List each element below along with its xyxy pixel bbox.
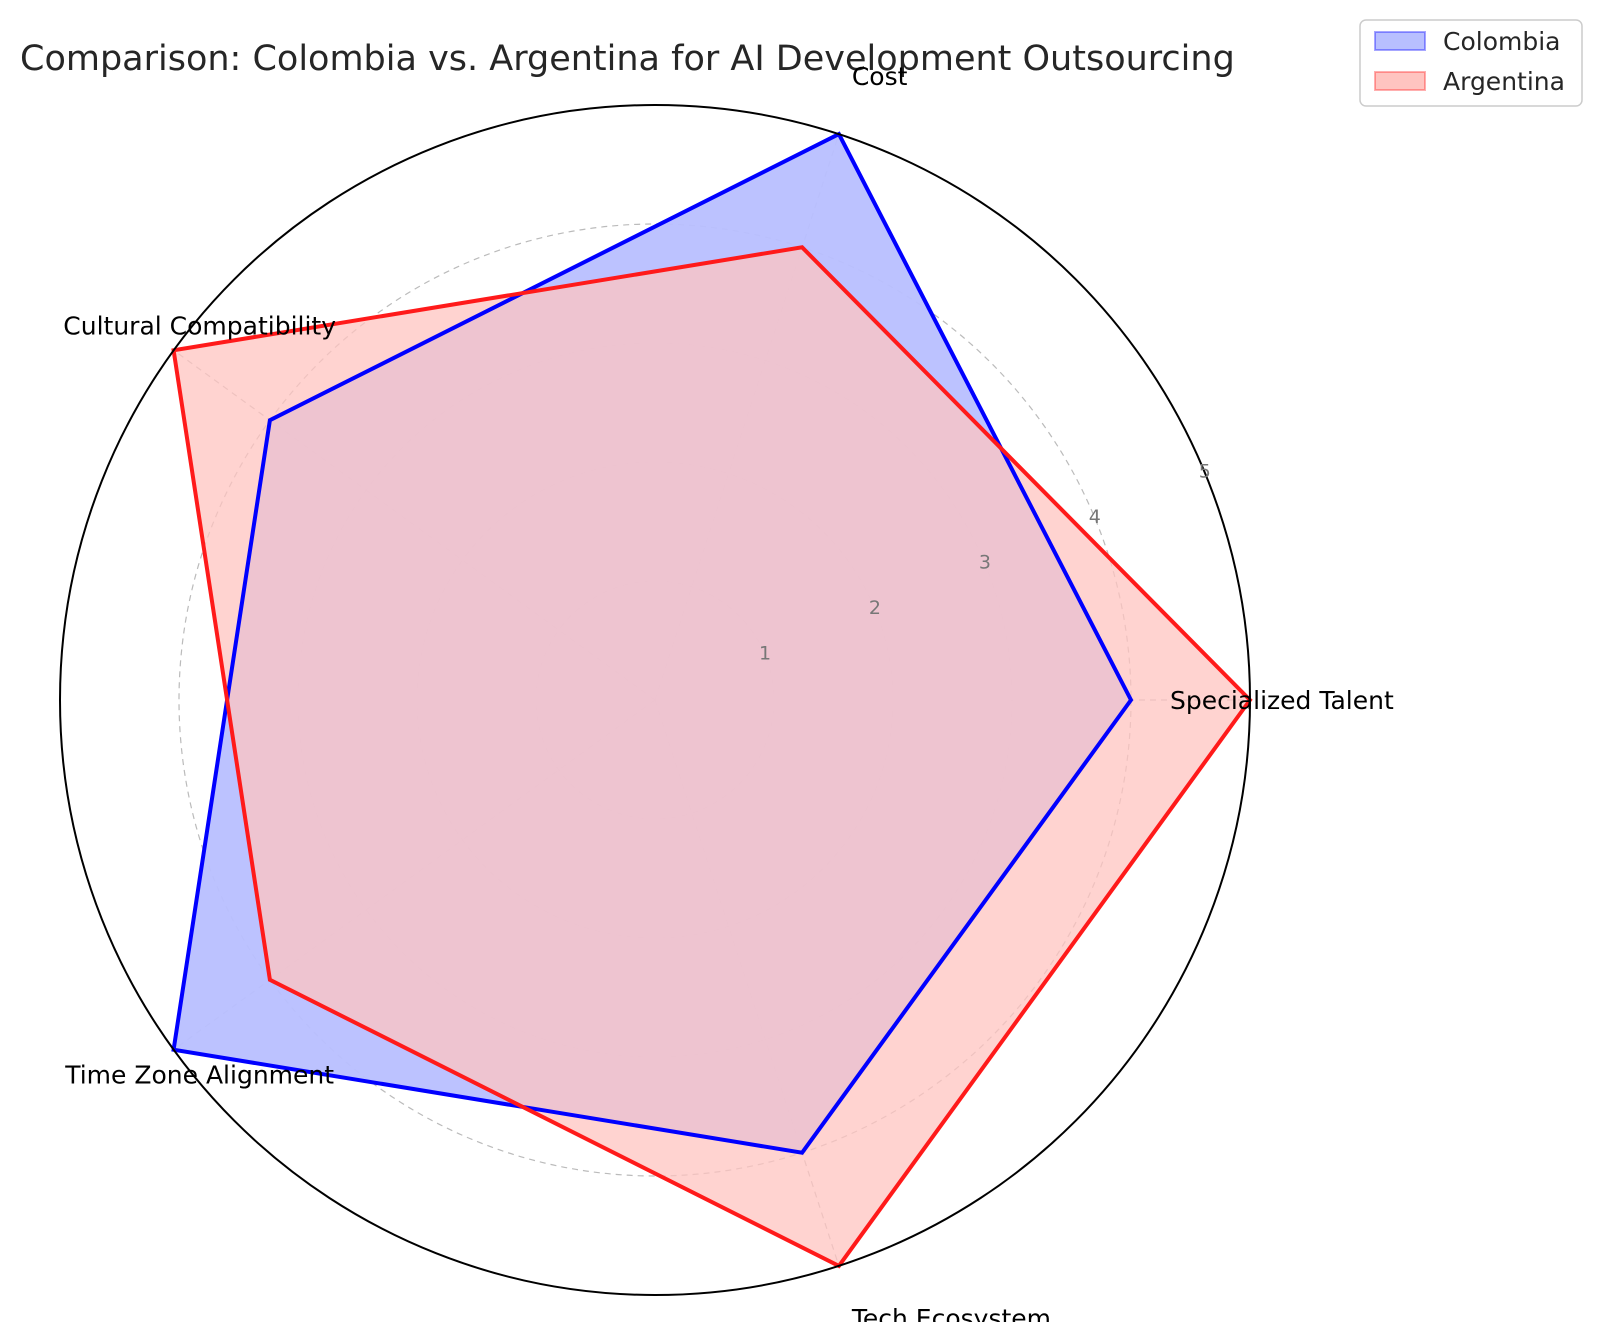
tick-label-2: 2 [869,597,881,619]
category-label-specialized-talent: Specialized Talent [1170,686,1394,715]
category-label-cost: Cost [852,62,908,91]
legend-label-argentina: Argentina [1443,67,1565,96]
series-area-argentina [173,247,1251,1266]
legend-swatch-argentina [1374,71,1426,91]
series-line-argentina [171,245,1253,1269]
category-label-time-zone-alignment: Time Zone Alignment [64,1060,334,1089]
chart-title: Comparison: Colombia vs. Argentina for A… [20,39,1235,79]
radial-tick-labels: 1 2 3 4 5 [759,460,1211,664]
category-labels: Specialized Talent Cost Cultural Compatibi… [63,62,1394,1322]
tick-label-4: 4 [1089,506,1101,528]
legend: Colombia Argentina [1359,19,1583,107]
tick-label-5: 5 [1199,460,1211,482]
tick-label-3: 3 [979,551,991,573]
tick-label-1: 1 [759,642,771,664]
series-polygons [171,131,1253,1269]
legend-swatch-colombia [1374,31,1426,51]
outer-ring [59,104,1251,1296]
category-label-tech-ecosystem: Tech Ecosystem [851,1304,1051,1322]
series-line-colombia [171,131,1134,1155]
category-label-cultural-compatibility: Cultural Compatibility [63,312,336,341]
legend-label-colombia: Colombia [1443,27,1560,56]
